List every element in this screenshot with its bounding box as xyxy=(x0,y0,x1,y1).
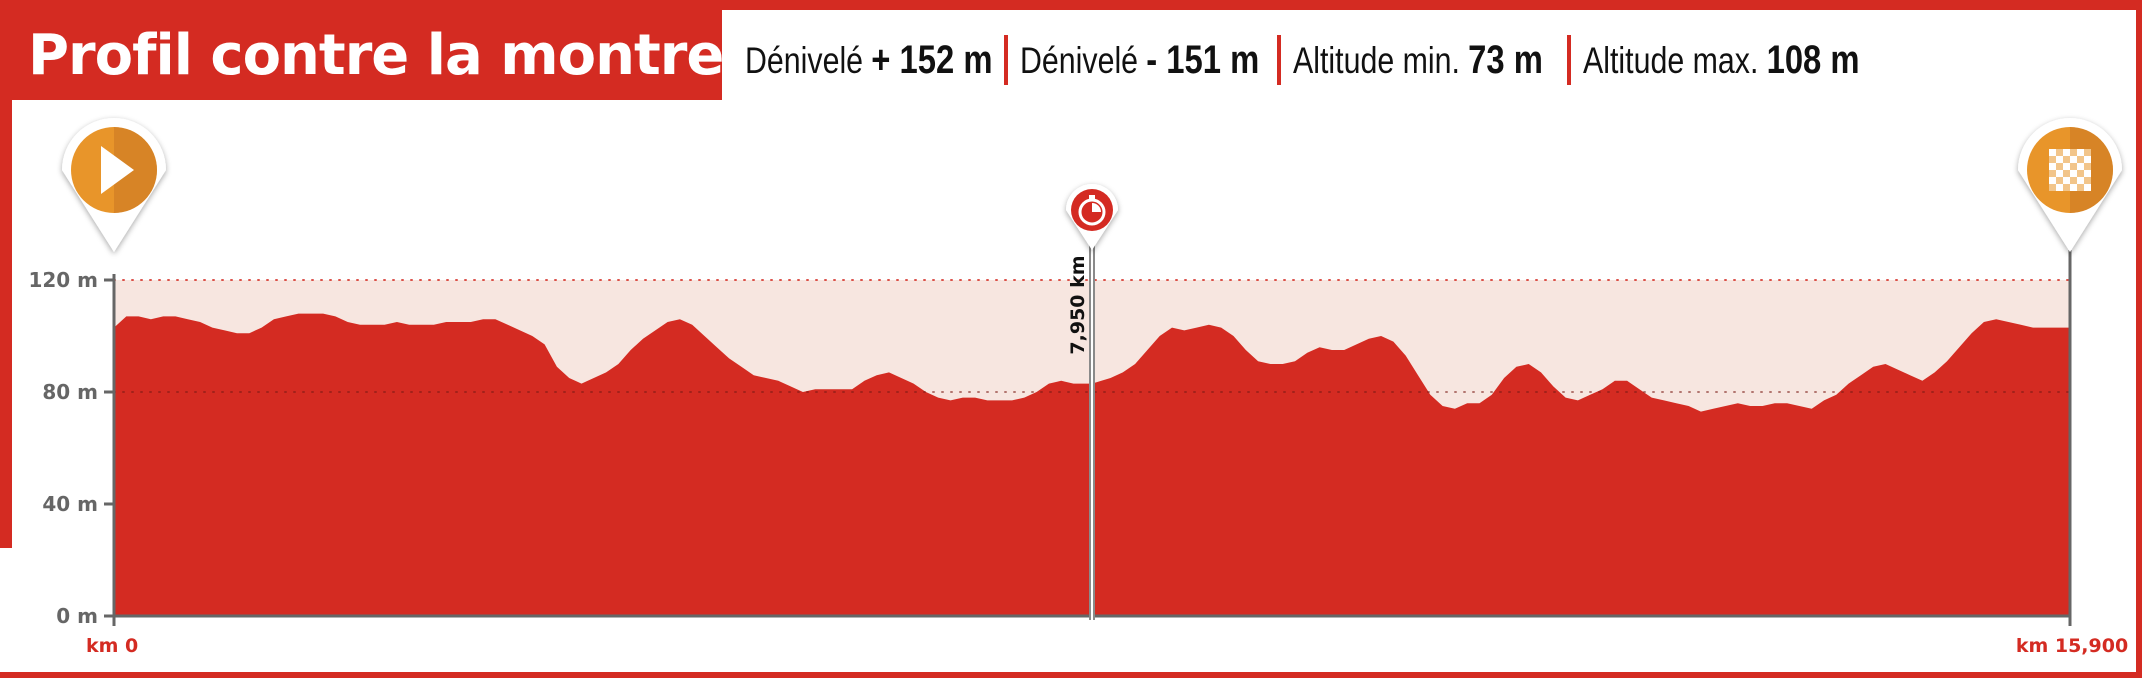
y-tick-label: 120 m xyxy=(28,268,98,292)
stat-separator xyxy=(1567,35,1571,85)
stat-label: Altitude max. xyxy=(1583,39,1759,81)
flag-square xyxy=(2063,149,2070,156)
flag-square xyxy=(2063,163,2070,170)
flag-square xyxy=(2056,149,2063,156)
flag-square xyxy=(2077,163,2084,170)
marker-layer xyxy=(62,118,2122,252)
stat-value: + 152 m xyxy=(871,37,993,82)
stat-elevation-gain: Dénivelé + 152 m xyxy=(745,37,993,83)
stat-separator xyxy=(1277,35,1281,85)
checkered-flag-icon xyxy=(2018,118,2122,252)
stat-value: 108 m xyxy=(1766,37,1860,82)
watch-crown xyxy=(1089,195,1095,199)
stat-elevation-loss: Dénivelé - 151 m xyxy=(1020,38,1265,83)
flag-square xyxy=(2077,149,2084,156)
flag-square xyxy=(2063,184,2070,191)
flag-square xyxy=(2070,170,2077,177)
flag-square xyxy=(2084,149,2091,156)
flag-square xyxy=(2077,156,2084,163)
pin-shade xyxy=(2070,127,2113,213)
play-icon xyxy=(101,146,134,194)
flag-square xyxy=(2063,170,2070,177)
title-box: Profil contre la montre xyxy=(12,10,724,100)
flag-square xyxy=(2070,163,2077,170)
pin-shade xyxy=(114,127,157,213)
flag-square xyxy=(2077,184,2084,191)
page-title: Profil contre la montre xyxy=(28,22,724,88)
flag-square xyxy=(2056,156,2063,163)
flag-square xyxy=(2063,156,2070,163)
flag-square xyxy=(2049,177,2056,184)
stat-altitude-max: Altitude max. 108 m xyxy=(1583,38,1893,83)
flag-square xyxy=(2070,184,2077,191)
chart-layer: 0 m 40 m 80 m 120 m km 0 km 15,900 7,950 km xyxy=(28,240,2128,657)
stat-label: Dénivelé xyxy=(745,39,864,81)
stat-separator xyxy=(1004,35,1008,85)
flag-square xyxy=(2070,156,2077,163)
flag-square xyxy=(2084,156,2091,163)
x-tick-label: km 0 xyxy=(86,635,138,657)
stat-label: Dénivelé xyxy=(1020,39,1139,81)
watch-face xyxy=(1078,198,1106,226)
flag-square xyxy=(2077,170,2084,177)
frame-right-border xyxy=(2136,0,2142,678)
frame-bottom-border xyxy=(0,672,2142,678)
flag-square xyxy=(2084,170,2091,177)
flag-square xyxy=(2049,156,2056,163)
flag-square xyxy=(2084,184,2091,191)
watch-hand xyxy=(1092,203,1101,212)
y-tick-label: 80 m xyxy=(42,380,98,404)
stats-bar: Dénivelé + 152 m Dénivelé - 151 m Altitu… xyxy=(745,30,1893,90)
flag-square xyxy=(2077,177,2084,184)
flag-square xyxy=(2056,184,2063,191)
stopwatch-icon xyxy=(1066,184,1118,250)
flag-square xyxy=(2049,184,2056,191)
y-tick-label: 0 m xyxy=(56,604,98,628)
y-tick-label: 40 m xyxy=(42,492,98,516)
x-tick-label: km 15,900 xyxy=(2016,635,2128,657)
flag-square xyxy=(2084,163,2091,170)
flag-square xyxy=(2084,177,2091,184)
flag-square xyxy=(2070,177,2077,184)
stat-altitude-min: Altitude min. 73 m xyxy=(1293,38,1555,83)
frame-top-border xyxy=(0,0,2142,10)
flag-square xyxy=(2049,149,2056,156)
flag-square xyxy=(2049,163,2056,170)
stat-value: 73 m xyxy=(1468,37,1543,82)
flag-square xyxy=(2049,170,2056,177)
flag-square xyxy=(2056,163,2063,170)
play-icon xyxy=(62,118,166,252)
flag-square xyxy=(2056,177,2063,184)
stat-value: - 151 m xyxy=(1146,37,1260,82)
frame-left-border xyxy=(0,0,12,548)
stat-label: Altitude min. xyxy=(1293,39,1460,81)
flag-square xyxy=(2056,170,2063,177)
flag-square xyxy=(2070,149,2077,156)
checkpoint-label: 7,950 km xyxy=(1067,255,1089,354)
flag-square xyxy=(2063,177,2070,184)
